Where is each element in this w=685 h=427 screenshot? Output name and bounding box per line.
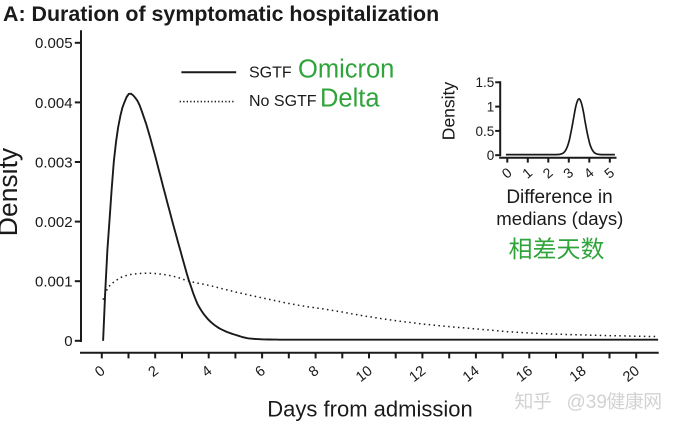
svg-text:10: 10 xyxy=(353,363,376,386)
svg-text:0: 0 xyxy=(64,333,72,350)
svg-text:0.5: 0.5 xyxy=(476,124,495,139)
svg-text:Density: Density xyxy=(439,82,459,141)
svg-text:0.002: 0.002 xyxy=(35,214,73,231)
svg-text:0.004: 0.004 xyxy=(35,95,73,112)
svg-text:No SGTF: No SGTF xyxy=(249,93,317,110)
svg-text:0: 0 xyxy=(487,148,495,163)
svg-text:medians (days): medians (days) xyxy=(496,208,623,229)
svg-text:0.003: 0.003 xyxy=(35,154,73,171)
svg-text:A: Duration of symptomatic hos: A: Duration of symptomatic hospitalizati… xyxy=(3,2,439,26)
svg-text:1.5: 1.5 xyxy=(476,75,495,90)
svg-text:@39: @39 xyxy=(567,392,607,413)
svg-text:12: 12 xyxy=(406,363,429,386)
svg-text:Days from admission: Days from admission xyxy=(267,397,472,422)
svg-text:0.005: 0.005 xyxy=(35,35,73,52)
svg-text:18: 18 xyxy=(567,363,590,386)
svg-text:Difference in: Difference in xyxy=(506,187,612,208)
svg-text:16: 16 xyxy=(513,363,536,386)
svg-text:1: 1 xyxy=(487,100,495,115)
svg-text:Density: Density xyxy=(0,147,23,236)
svg-text:Omicron: Omicron xyxy=(298,56,394,84)
svg-text:SGTF: SGTF xyxy=(249,64,292,81)
svg-text:20: 20 xyxy=(620,363,643,386)
svg-text:0.001: 0.001 xyxy=(35,274,73,291)
svg-text:Delta: Delta xyxy=(320,85,380,113)
svg-text:14: 14 xyxy=(460,363,483,386)
